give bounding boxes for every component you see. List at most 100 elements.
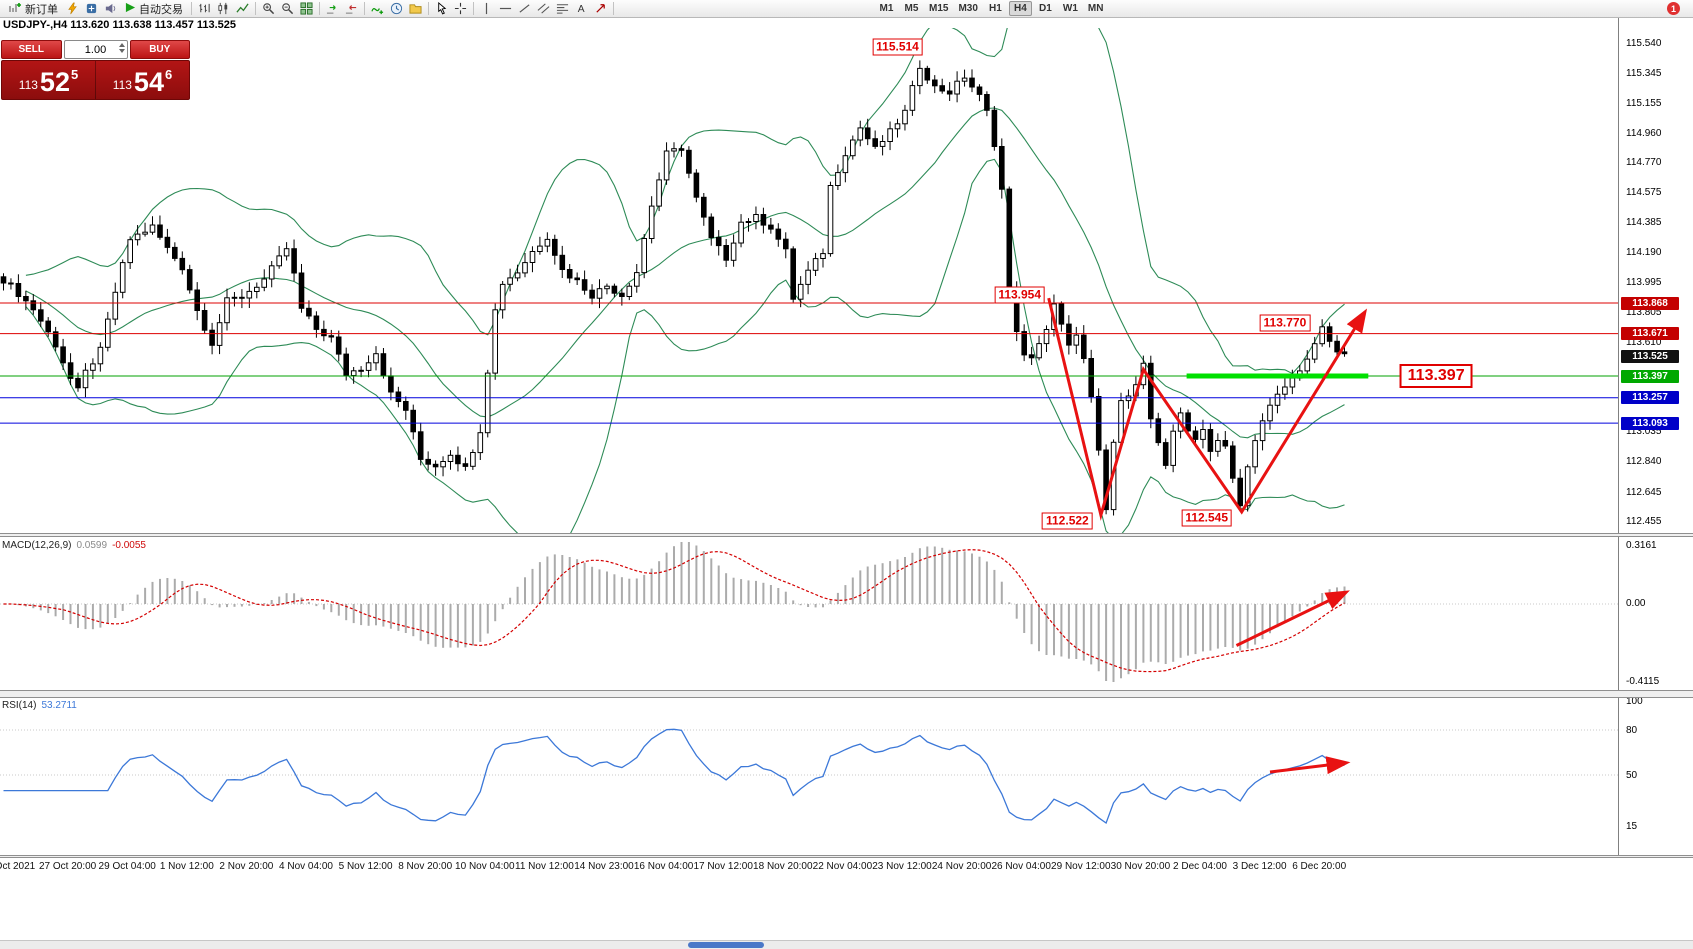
main-chart-canvas[interactable] — [0, 28, 1618, 533]
macd-scale-top: 0.3161 — [1626, 540, 1657, 551]
price-tick: 113.610 — [1626, 337, 1662, 349]
price-tick: 115.540 — [1626, 37, 1662, 49]
chart-window: USDJPY-,H4 113.620 113.638 113.457 113.5… — [0, 18, 1693, 949]
time-label: 30 Nov 20:00 — [1110, 861, 1171, 872]
price-tick: 114.190 — [1626, 247, 1662, 259]
toolbar-separator — [613, 2, 614, 15]
horizontal-line-icon[interactable] — [496, 1, 515, 17]
timeframe-m15[interactable]: M15 — [929, 3, 949, 14]
panel-splitter[interactable] — [0, 690, 1693, 698]
time-label: 27 Oct 20:00 — [38, 861, 97, 872]
sound-icon[interactable] — [101, 1, 120, 17]
ask-big-digits: 54 — [133, 67, 164, 97]
rsi-canvas[interactable] — [0, 698, 1618, 855]
price-tag: 113.093 — [1621, 416, 1679, 430]
svg-text:A: A — [578, 4, 585, 15]
panel-splitter[interactable] — [0, 533, 1693, 537]
time-label: 3 Dec 12:00 — [1232, 861, 1287, 872]
ask-pip-digit: 6 — [164, 67, 173, 82]
price-tick: 113.805 — [1626, 306, 1662, 318]
volume-spinner[interactable] — [118, 43, 125, 53]
bid-prefix: 113 — [18, 78, 38, 92]
toolbar: 新订单 自动交易 A M1 M5 M15 M30 H1 H4 D1 W1 MN … — [0, 0, 1693, 18]
line-chart-icon[interactable] — [233, 1, 252, 17]
chart-shift-icon[interactable] — [342, 1, 361, 17]
scrollbar-thumb[interactable] — [688, 942, 764, 948]
time-label: 8 Nov 20:00 — [398, 861, 453, 872]
arrows-tool-icon[interactable] — [591, 1, 610, 17]
time-label: 29 Oct 04:00 — [98, 861, 156, 872]
price-tag: 113.525 — [1621, 349, 1679, 363]
timeframe-h1[interactable]: H1 — [989, 3, 1002, 14]
bid-pip-digit: 5 — [70, 67, 79, 82]
fibonacci-icon[interactable] — [553, 1, 572, 17]
trendline-icon[interactable] — [515, 1, 534, 17]
add-indicator-icon[interactable] — [368, 1, 387, 17]
time-label: 5 Nov 12:00 — [338, 861, 393, 872]
rsi-scale-15: 15 — [1626, 821, 1638, 832]
panel-splitter[interactable] — [0, 855, 1693, 858]
timeframe-mn[interactable]: MN — [1087, 3, 1104, 14]
timeframe-m5[interactable]: M5 — [904, 3, 919, 14]
cursor-icon[interactable] — [432, 1, 451, 17]
quote-panel: 113 52 5 113 54 6 — [1, 60, 190, 100]
price-tick: 112.455 — [1626, 515, 1662, 527]
time-label: 22 Nov 04:00 — [812, 861, 873, 872]
notification-badge[interactable]: 1 — [1667, 2, 1680, 15]
equidistant-channel-icon[interactable] — [534, 1, 553, 17]
toolbar-separator — [255, 2, 256, 15]
navigator-icon[interactable] — [82, 1, 101, 17]
sell-button[interactable]: SELL — [1, 40, 62, 59]
price-tick: 114.960 — [1626, 127, 1662, 139]
timeframe-m30[interactable]: M30 — [958, 3, 978, 14]
text-label-icon[interactable]: A — [572, 1, 591, 17]
rsi-scale-50: 50 — [1626, 770, 1638, 781]
bar-chart-icon[interactable] — [195, 1, 214, 17]
price-tag: 113.671 — [1621, 327, 1679, 341]
autotrading-play-icon — [125, 2, 136, 16]
macd-label: MACD(12,26,9) 0.0599 -0.0055 — [2, 540, 146, 551]
zoom-in-icon[interactable] — [259, 1, 278, 17]
toolbar-separator — [473, 2, 474, 15]
one-click-trading-panel: SELL 1.00 BUY 113 52 5 113 54 6 — [1, 40, 190, 100]
volume-input[interactable]: 1.00 — [63, 40, 128, 59]
price-tag: 113.397 — [1621, 369, 1679, 383]
templates-icon[interactable] — [406, 1, 425, 17]
toolbar-separator — [364, 2, 365, 15]
tile-windows-icon[interactable] — [297, 1, 316, 17]
buy-button[interactable]: BUY — [129, 40, 190, 59]
period-clock-icon[interactable] — [387, 1, 406, 17]
candlestick-chart-icon[interactable] — [214, 1, 233, 17]
new-order-button[interactable]: 新订单 — [3, 1, 63, 17]
macd-name: MACD(12,26,9) — [2, 540, 72, 551]
rsi-value: 53.2711 — [41, 700, 77, 711]
macd-main-value: 0.0599 — [76, 540, 108, 551]
timeframe-d1[interactable]: D1 — [1039, 3, 1052, 14]
macd-scale-zero: 0.00 — [1626, 598, 1646, 609]
time-label: 26 Oct 2021 — [0, 861, 36, 872]
zoom-out-icon[interactable] — [278, 1, 297, 17]
price-scale[interactable]: 0.3161 0.00 -0.4115 100 80 50 15 115.540… — [1618, 18, 1693, 858]
time-label: 10 Nov 04:00 — [455, 861, 515, 872]
price-tick: 112.645 — [1626, 486, 1662, 498]
timeframe-h4[interactable]: H4 — [1008, 1, 1032, 16]
vertical-line-icon[interactable] — [477, 1, 496, 17]
crosshair-icon[interactable] — [451, 1, 470, 17]
price-tick: 114.575 — [1626, 187, 1662, 199]
time-label: 26 Nov 04:00 — [991, 861, 1051, 872]
bid-big-digits: 52 — [39, 67, 70, 97]
timeframe-w1[interactable]: W1 — [1062, 3, 1078, 14]
price-tick: 115.345 — [1626, 68, 1662, 80]
price-tick: 113.995 — [1626, 277, 1662, 289]
time-label: 23 Nov 12:00 — [872, 861, 932, 872]
time-label: 4 Nov 04:00 — [279, 861, 333, 872]
autotrading-button[interactable]: 自动交易 — [120, 1, 188, 17]
auto-scroll-icon[interactable] — [323, 1, 342, 17]
compile-icon[interactable] — [63, 1, 82, 17]
price-tick: 114.770 — [1626, 157, 1662, 169]
price-tick: 114.385 — [1626, 216, 1662, 228]
macd-canvas[interactable] — [0, 537, 1618, 690]
timeframe-m1[interactable]: M1 — [879, 3, 894, 14]
autotrading-label: 自动交易 — [139, 3, 183, 16]
